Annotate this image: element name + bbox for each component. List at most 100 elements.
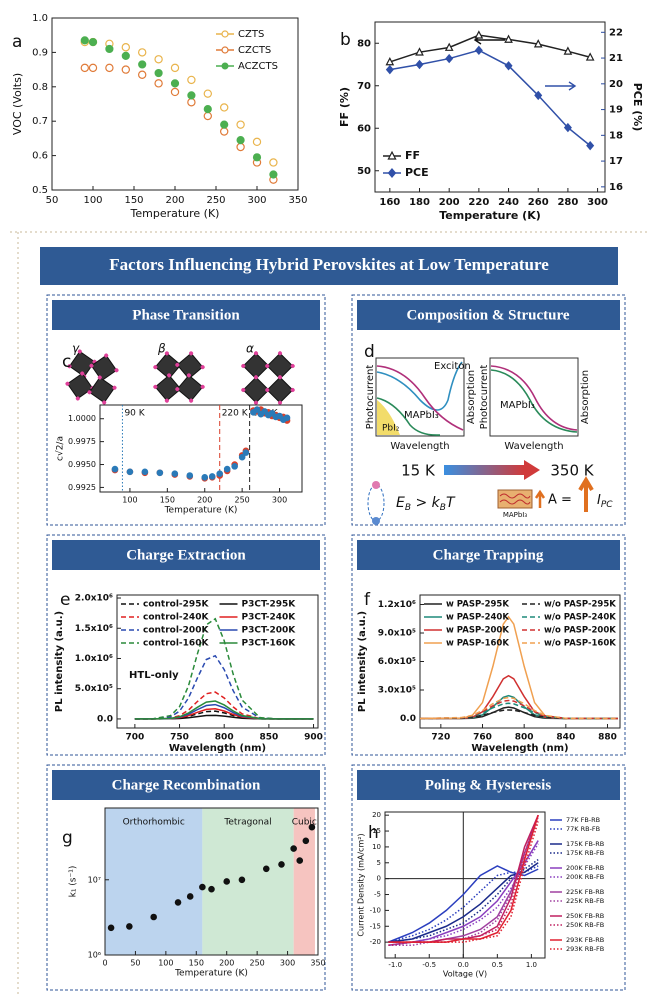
- marker: [112, 466, 118, 472]
- x-tick-label: 150: [189, 959, 204, 968]
- y-tick-label: 0: [377, 875, 381, 883]
- plot-frame: [52, 18, 298, 190]
- marker: [297, 858, 303, 864]
- phase-label: β: [157, 342, 166, 356]
- x-tick-label: 750: [170, 733, 189, 743]
- y-axis-label: VOC (Volts): [11, 73, 24, 135]
- y-axis-label: c√2/a: [55, 436, 66, 461]
- y-axis-label: Current Density (mA/cm²): [357, 833, 366, 936]
- text-part: T: [446, 495, 456, 511]
- x-tick-label: 850: [259, 733, 278, 743]
- panel-letter: g: [62, 828, 73, 848]
- marker: [81, 64, 88, 71]
- x-tick-label: 100: [83, 195, 102, 206]
- marker: [108, 925, 114, 931]
- marker: [151, 914, 157, 920]
- marker: [221, 128, 228, 135]
- y-tick-label: 1.5x10⁶: [75, 624, 113, 634]
- hole-icon: [372, 517, 380, 525]
- reference-label: 90 K: [124, 409, 145, 419]
- x-tick-label: 250: [235, 496, 250, 505]
- x-tick-label: 900: [304, 733, 323, 743]
- marker: [171, 64, 178, 71]
- y-tick-label: 0.9975: [68, 437, 96, 446]
- marker: [188, 92, 195, 99]
- panel-letter: e: [60, 590, 70, 610]
- x-tick-label: 220: [468, 197, 489, 208]
- legend-label: 77K FB-RB: [566, 816, 600, 824]
- region: [202, 808, 293, 955]
- marker: [263, 866, 269, 872]
- legend-label: ACZCTS: [238, 61, 278, 72]
- annotation: HTL-only: [129, 670, 179, 681]
- x-tick-label: -1.0: [388, 961, 402, 969]
- label: MAPbI₃: [500, 400, 535, 411]
- marker: [89, 64, 96, 71]
- y-axis-label: PL intensity (a.u.): [54, 611, 65, 712]
- crystal-alpha: [240, 350, 295, 405]
- marker: [139, 49, 146, 56]
- y-tick-label: 6.0x10⁵: [378, 657, 416, 667]
- marker: [270, 171, 277, 178]
- marker: [122, 52, 129, 59]
- y-tick-label: 10: [372, 843, 381, 851]
- marker: [416, 49, 423, 55]
- section-title: Composition & Structure: [406, 307, 569, 323]
- legend-label: 200K RB-FB: [566, 873, 604, 881]
- y-tick-label: 3.0x10⁵: [378, 686, 416, 696]
- x-tick-label: 240: [498, 197, 519, 208]
- temperature-label: 15 K: [401, 462, 436, 480]
- y-tick-label: 0.9925: [68, 483, 96, 492]
- text-part: > k: [411, 495, 441, 511]
- legend-marker: [222, 63, 228, 69]
- marker: [155, 80, 162, 87]
- axis-label: Absorption: [580, 370, 591, 424]
- marker: [309, 824, 315, 830]
- y2-tick-label: 16: [609, 182, 623, 193]
- y-tick-label: 0.9: [32, 47, 48, 58]
- x-tick-label: 300: [247, 195, 266, 206]
- y-tick-label: 10⁶: [88, 951, 101, 960]
- region-label: Tetragonal: [223, 818, 271, 828]
- label: PbI₂: [382, 424, 400, 434]
- arrow: [545, 82, 575, 90]
- y-tick-label: 1.2x10⁶: [378, 600, 416, 610]
- arrow: [536, 492, 544, 508]
- panel-letter: b: [340, 30, 351, 50]
- temperature-arrow: [524, 460, 540, 480]
- marker: [188, 76, 195, 83]
- text-part: E: [396, 495, 405, 511]
- x-tick-label: 0.5: [492, 961, 503, 969]
- marker: [171, 80, 178, 87]
- series-line: [135, 656, 314, 719]
- x-tick-label: 880: [598, 733, 617, 743]
- binding-condition: EB > kBT: [396, 495, 456, 513]
- y-axis-label: PL intensity (a.u.): [357, 611, 368, 712]
- y2-tick-label: 22: [609, 27, 623, 38]
- marker: [253, 138, 260, 145]
- label: IPC: [597, 493, 613, 510]
- y-tick-label: 0.6: [32, 151, 48, 162]
- legend-label: w/o PASP-200K: [544, 626, 616, 636]
- marker: [237, 121, 244, 128]
- marker: [139, 71, 146, 78]
- marker: [535, 40, 542, 46]
- legend-label: P3CT-240K: [242, 613, 297, 623]
- x-tick-label: 0: [102, 959, 107, 968]
- reference-label: 220 K: [222, 409, 249, 419]
- x-tick-label: 100: [158, 959, 173, 968]
- y-tick-label: 70: [357, 81, 371, 92]
- y-tick-label: 60: [357, 123, 371, 134]
- y-tick-label: 5.0x10⁵: [75, 684, 113, 694]
- legend-label: control-240K: [143, 613, 209, 623]
- x-tick-label: 0.0: [458, 961, 469, 969]
- y-tick-label: 80: [357, 38, 371, 49]
- marker: [565, 48, 572, 54]
- phase-label: γ: [72, 342, 80, 356]
- marker: [224, 466, 230, 472]
- legend-label: P3CT-200K: [242, 626, 297, 636]
- marker: [232, 464, 238, 470]
- legend-label: CZCTS: [238, 45, 271, 56]
- legend-label: w PASP-200K: [446, 626, 509, 636]
- label: Exciton: [434, 361, 471, 372]
